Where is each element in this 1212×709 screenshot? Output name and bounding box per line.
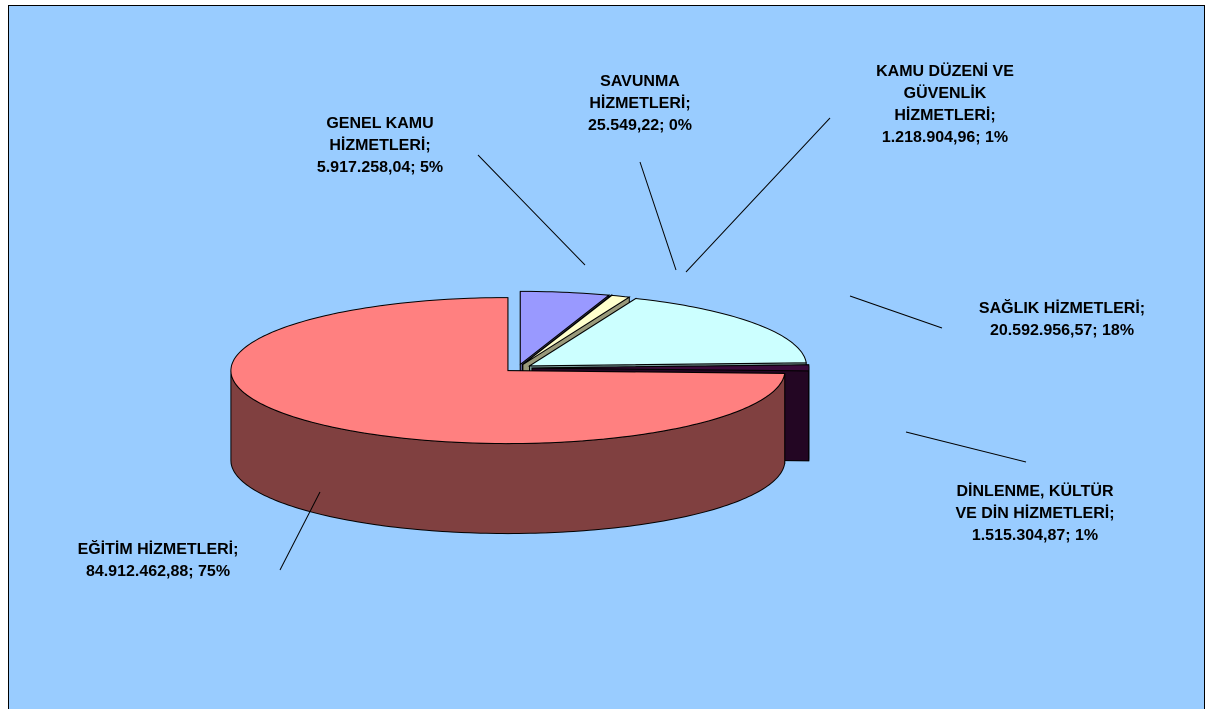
slice-label: SAĞLIK HİZMETLERİ; <box>979 298 1145 317</box>
leader-line <box>905 431 1027 463</box>
slice-label: SAVUNMA HİZMETLERİ; <box>589 73 690 112</box>
leader-line <box>685 117 831 273</box>
slice-label: EĞİTİM HİZMETLERİ; <box>78 539 239 558</box>
value-label: 20.592.956,57; 18% <box>990 322 1134 339</box>
slice <box>230 297 786 535</box>
value-label: 5.917.258,04; 5% <box>317 159 443 176</box>
slice-label: DİNLENME, KÜLTÜR VE DİN HİZMETLERİ; <box>955 481 1114 522</box>
slice-top <box>531 364 810 372</box>
value-label: 1.515.304,87; 1% <box>972 527 1098 544</box>
leader-line <box>639 161 677 271</box>
value-label: 84.912.462,88; 75% <box>86 563 230 580</box>
slice-label: KAMU DÜZENİ VE GÜVENLİK HİZMETLERİ; <box>876 61 1014 124</box>
leader-line <box>477 154 586 266</box>
leader-line <box>279 491 321 571</box>
value-label: 25.549,22; 0% <box>588 117 692 134</box>
slice-top <box>527 297 807 367</box>
slice-label: GENEL KAMU HİZMETLERİ; <box>326 115 433 154</box>
value-label: 1.218.904,96; 1% <box>882 129 1008 146</box>
slice-top <box>230 297 786 445</box>
leader-line <box>849 295 943 329</box>
slice-top <box>519 290 611 366</box>
slice-top <box>522 294 631 365</box>
